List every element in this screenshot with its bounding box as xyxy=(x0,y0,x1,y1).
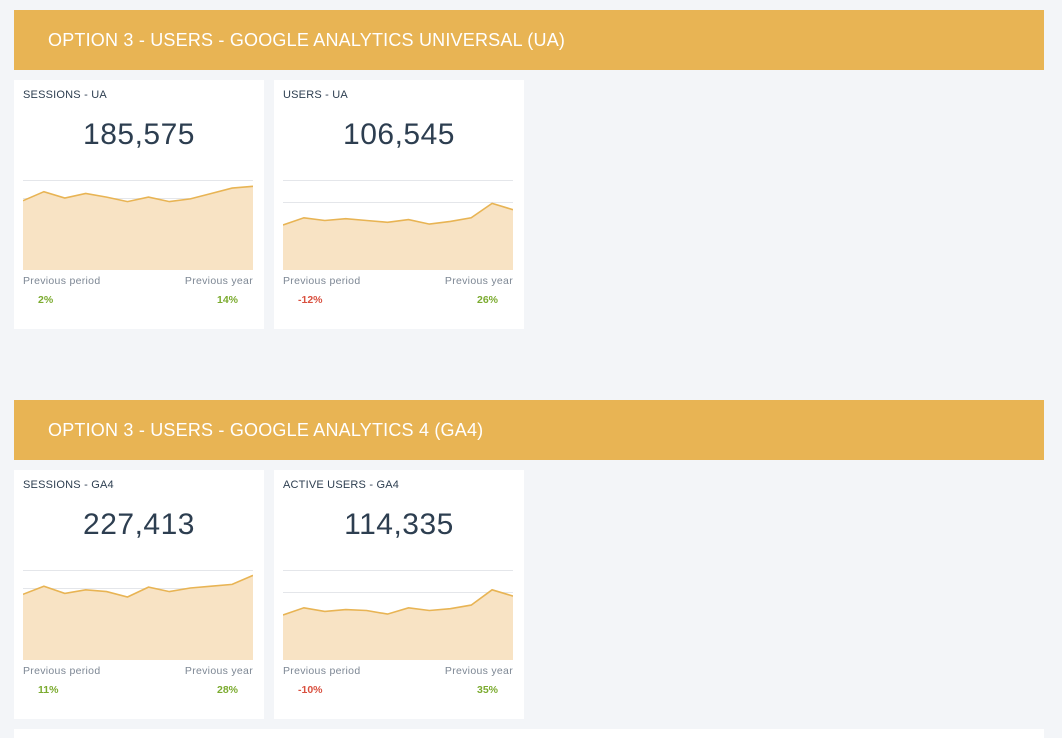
sparkline-line xyxy=(23,574,253,598)
widget-sessions-ga4[interactable]: SESSIONS - GA4 227,413 Previous period P… xyxy=(14,470,264,719)
previous-year-change: 14% xyxy=(216,294,238,306)
previous-period-label: Previous period xyxy=(23,275,101,287)
widget-value: 185,575 xyxy=(83,118,195,151)
sparkline-line xyxy=(283,588,513,616)
previous-year-change: 26% xyxy=(476,294,498,306)
widget-title: SESSIONS - GA4 xyxy=(23,479,114,491)
previous-year-change: 28% xyxy=(216,684,238,696)
previous-year-change: 35% xyxy=(476,684,498,696)
previous-year-label: Previous year xyxy=(444,665,513,677)
previous-period-change: 2% xyxy=(38,294,54,306)
sparkline-chart xyxy=(283,180,513,270)
previous-period-label: Previous period xyxy=(283,275,361,287)
sparkline-chart xyxy=(23,570,253,660)
sparkline-chart xyxy=(23,180,253,270)
widget-users-ua[interactable]: USERS - UA 106,545 Previous period Previ… xyxy=(274,80,524,329)
previous-period-change: -10% xyxy=(298,684,323,696)
previous-period-label: Previous period xyxy=(23,665,101,677)
sparkline-area xyxy=(283,589,513,660)
widget-value: 114,335 xyxy=(344,508,454,541)
widget-title: SESSIONS - UA xyxy=(23,89,107,101)
widget-active-users-ga4[interactable]: ACTIVE USERS - GA4 114,335 Previous peri… xyxy=(274,470,524,719)
previous-year-label: Previous year xyxy=(444,275,513,287)
previous-period-change: 11% xyxy=(38,684,59,696)
sparkline-line xyxy=(23,185,253,203)
previous-year-label: Previous year xyxy=(184,665,253,677)
sparkline-area xyxy=(23,575,253,660)
previous-period-change: -12% xyxy=(298,294,323,306)
sparkline-area xyxy=(23,186,253,270)
next-section-edge xyxy=(14,729,1044,738)
sparkline-chart xyxy=(283,570,513,660)
section-header-ga4: OPTION 3 - USERS - GOOGLE ANALYTICS 4 (G… xyxy=(14,400,1044,460)
sparkline-line xyxy=(283,202,513,226)
widget-value: 227,413 xyxy=(83,508,195,541)
widget-value: 106,545 xyxy=(343,118,455,151)
widget-title: ACTIVE USERS - GA4 xyxy=(283,479,400,491)
widget-sessions-ua[interactable]: SESSIONS - UA 185,575 Previous period Pr… xyxy=(14,80,264,329)
previous-period-label: Previous period xyxy=(283,665,361,677)
previous-year-label: Previous year xyxy=(184,275,253,287)
section-title: OPTION 3 - USERS - GOOGLE ANALYTICS 4 (G… xyxy=(48,419,484,440)
sparkline-area xyxy=(283,203,513,270)
section-title: OPTION 3 - USERS - GOOGLE ANALYTICS UNIV… xyxy=(48,29,566,50)
widget-title: USERS - UA xyxy=(283,89,348,101)
section-header-ua: OPTION 3 - USERS - GOOGLE ANALYTICS UNIV… xyxy=(14,10,1044,70)
